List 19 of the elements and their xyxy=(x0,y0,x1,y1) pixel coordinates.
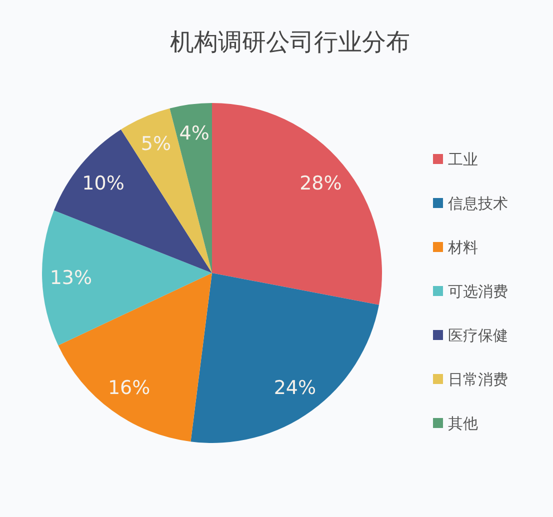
data-label: 4% xyxy=(179,122,210,145)
legend-label: 材料 xyxy=(447,238,478,256)
pie-slice xyxy=(190,273,379,443)
chart-title: 机构调研公司行业分布 xyxy=(170,28,410,56)
legend-label: 日常消费 xyxy=(448,370,508,388)
legend-label: 信息技术 xyxy=(448,194,508,212)
pie-slice xyxy=(170,103,212,273)
data-label: 28% xyxy=(300,172,342,195)
pie-slice xyxy=(212,103,382,305)
data-label: 13% xyxy=(50,267,92,290)
pie-slice xyxy=(42,210,212,346)
data-label: 10% xyxy=(82,172,124,195)
data-label: 16% xyxy=(108,376,150,399)
legend-label: 可选消费 xyxy=(448,282,508,300)
legend-label: 其他 xyxy=(448,414,478,432)
data-label: 5% xyxy=(140,133,172,156)
data-label: 24% xyxy=(274,376,316,399)
legend-label: 工业 xyxy=(448,150,478,168)
legend-label: 医疗保健 xyxy=(448,326,508,344)
